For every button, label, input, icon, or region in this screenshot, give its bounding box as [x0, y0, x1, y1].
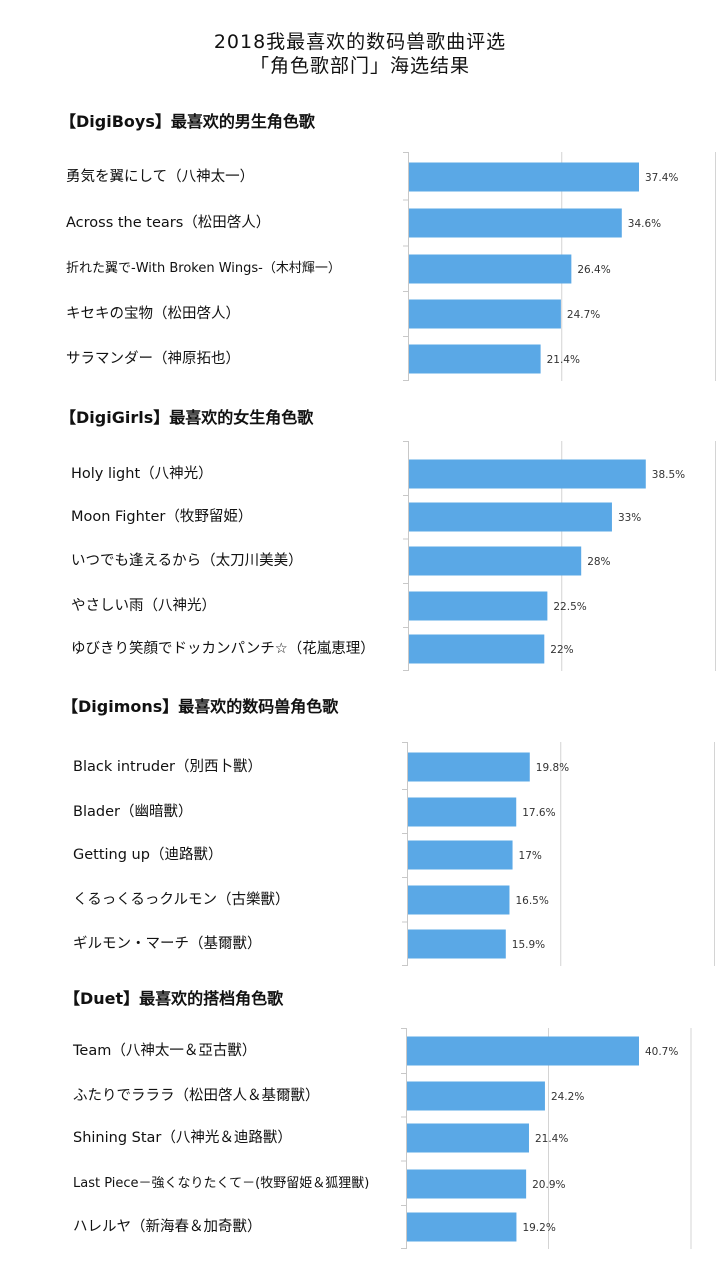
category-label: くるっくるっクルモン（古樂獸）: [73, 892, 290, 908]
bar: [409, 546, 582, 576]
data-label: 33%: [618, 512, 641, 524]
bar-chart: 37.4% 34.6% 26.4% 24.7% 21.4%: [403, 152, 716, 381]
data-label: 37.4%: [645, 172, 678, 184]
bar: [409, 208, 622, 238]
data-label: 40.7%: [645, 1046, 678, 1058]
bar: [409, 344, 541, 374]
data-label: 38.5%: [652, 469, 685, 481]
category-label: ギルモン・マーチ（基爾獸）: [73, 936, 262, 952]
data-label: 24.2%: [551, 1091, 584, 1103]
section-title: 【Duet】最喜欢的搭档角色歌: [64, 989, 284, 1008]
bar: [407, 1169, 527, 1199]
category-label: Team（八神太一＆亞古獸）: [73, 1043, 257, 1059]
bar: [409, 502, 612, 532]
bar-chart: 40.7% 24.2% 21.4% 20.9% 19.2%: [401, 1028, 692, 1249]
bar: [407, 1123, 529, 1153]
category-label: キセキの宝物（松田啓人）: [66, 306, 240, 322]
data-label: 15.9%: [512, 939, 545, 951]
data-label: 22%: [550, 644, 573, 656]
category-label: サラマンダー（神原拓也）: [66, 351, 240, 367]
data-label: 28%: [587, 556, 610, 568]
data-label: 21.4%: [547, 354, 580, 366]
bar: [408, 840, 513, 870]
data-label: 17%: [519, 850, 542, 862]
section-title: 【Digimons】最喜欢的数码兽角色歌: [62, 697, 339, 716]
data-label: 22.5%: [553, 601, 586, 613]
category-label: Getting up（迪路獸）: [73, 847, 223, 863]
bar: [408, 929, 506, 959]
data-label: 17.6%: [522, 807, 555, 819]
section-title: 【DigiBoys】最喜欢的男生角色歌: [60, 112, 315, 131]
category-label: Holy light（八神光）: [71, 466, 213, 482]
page-subtitle: 「角色歌部门」海选结果: [249, 55, 470, 77]
bar: [409, 634, 545, 664]
bar: [408, 885, 510, 915]
category-label: Blader（幽暗獸）: [73, 804, 193, 820]
data-label: 16.5%: [515, 895, 548, 907]
category-label: Black intruder（別西卜獸）: [73, 759, 262, 775]
data-label: 19.2%: [522, 1222, 555, 1234]
bar: [409, 459, 646, 489]
category-label: やさしい雨（八神光）: [71, 598, 216, 614]
bar: [409, 254, 572, 284]
data-label: 24.7%: [567, 309, 600, 321]
category-label: ふたりでラララ（松田啓人＆基爾獸）: [73, 1088, 320, 1104]
category-label: Shining Star（八神光＆迪路獸）: [73, 1130, 292, 1146]
bar: [408, 797, 517, 827]
bar-chart: 19.8% 17.6% 17% 16.5% 15.9%: [402, 742, 715, 966]
data-label: 21.4%: [535, 1133, 568, 1145]
category-label: ゆびきり笑顔でドッカンパンチ☆（花嵐恵理）: [71, 641, 375, 657]
category-label: ハレルヤ（新海春＆加奇獸）: [73, 1219, 262, 1235]
category-label: 勇気を翼にして（八神太一）: [66, 169, 255, 185]
bar: [409, 299, 561, 329]
category-label: Moon Fighter（牧野留姫）: [71, 509, 253, 525]
bar: [409, 162, 640, 192]
bar: [409, 591, 548, 621]
data-label: 26.4%: [577, 264, 610, 276]
bar: [407, 1036, 639, 1066]
bar: [408, 752, 530, 782]
bar: [407, 1212, 517, 1242]
category-label: Last Piece－強くなりたくて－(牧野留姫＆狐狸獸): [73, 1176, 370, 1191]
category-label: Across the tears（松田啓人）: [66, 215, 271, 231]
data-label: 19.8%: [536, 762, 569, 774]
data-label: 34.6%: [628, 218, 661, 230]
page-title: 2018我最喜欢的数码兽歌曲评选: [213, 31, 507, 53]
data-label: 20.9%: [532, 1179, 565, 1191]
bar-chart: 38.5% 33% 28% 22.5% 22%: [403, 441, 716, 671]
category-label: 折れた翼で-With Broken Wings-（木村輝一）: [66, 261, 341, 276]
category-label: いつでも逢えるから（太刀川美美）: [71, 553, 303, 569]
bar: [407, 1081, 545, 1111]
section-title: 【DigiGirls】最喜欢的女生角色歌: [60, 408, 314, 427]
